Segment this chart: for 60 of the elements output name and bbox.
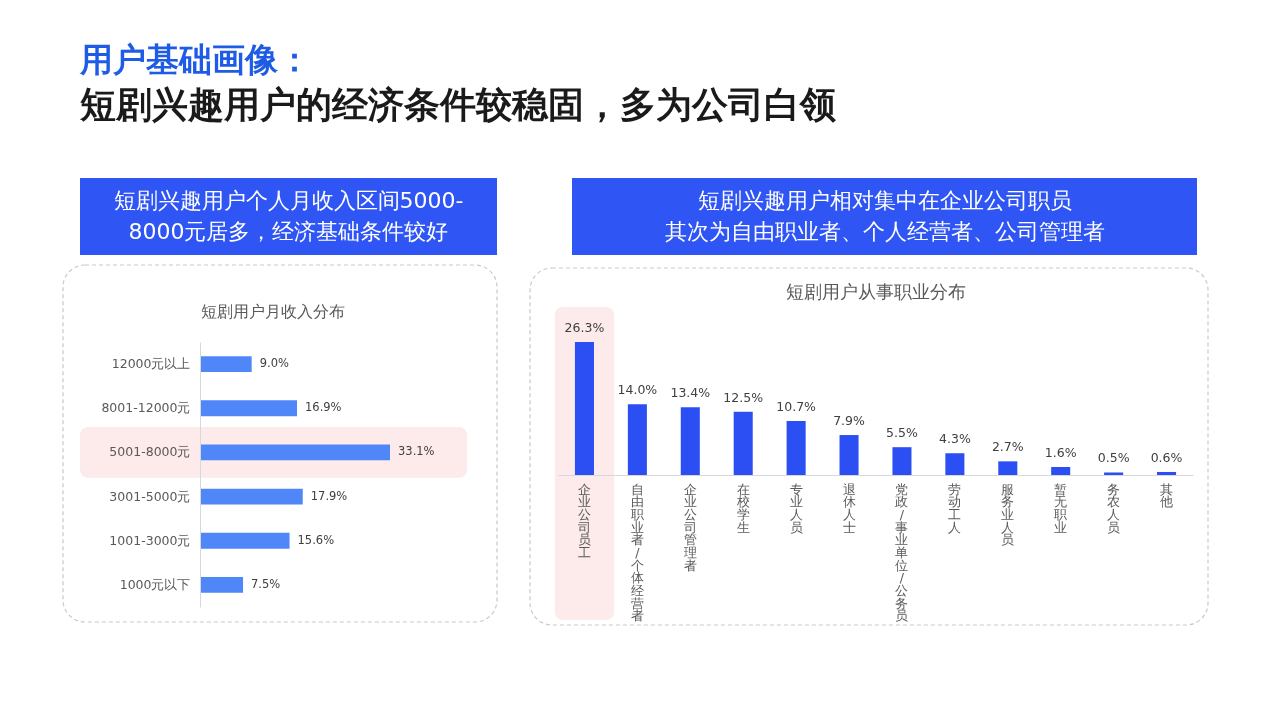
data-label: 26.3% — [564, 320, 605, 335]
x-tick-label: 务农人员 — [1107, 481, 1121, 535]
data-label: 1.6% — [1044, 444, 1077, 460]
data-label: 2.7% — [991, 439, 1024, 455]
x-tick-label: 企业公司管理者 — [683, 481, 697, 573]
bar — [839, 435, 859, 475]
chart-title: 短剧用户月收入分布 — [200, 302, 345, 321]
bar — [945, 453, 965, 475]
bar — [200, 356, 252, 373]
y-tick-label: 8001-12000元 — [101, 400, 191, 416]
bar — [680, 407, 700, 475]
x-tick-label: 在校学生 — [735, 481, 750, 535]
data-label: 13.4% — [670, 385, 711, 401]
text: 用户基础画像： — [79, 40, 311, 79]
bar — [200, 400, 298, 417]
bar — [200, 532, 290, 549]
x-tick-label: 其他 — [1160, 481, 1174, 510]
bar — [1157, 471, 1177, 475]
bar — [627, 404, 647, 475]
bar — [1051, 466, 1071, 475]
data-label: 12.5% — [723, 389, 764, 405]
x-tick-label: 退休人士 — [842, 481, 856, 535]
data-label: 0.5% — [1097, 450, 1130, 466]
x-tick-label: 暂无职业 — [1054, 481, 1068, 535]
chart-title: 短剧用户从事职业分布 — [785, 282, 966, 302]
y-tick-label: 1000元以下 — [119, 576, 191, 592]
category-label: 党政/事业单位/公务员 — [895, 481, 909, 624]
data-label: 16.9% — [305, 400, 342, 415]
category-label: 自由职业者/个体经营者 — [630, 481, 644, 624]
data-label: 17.9% — [310, 488, 348, 503]
x-tick-label: 服务业人员 — [1001, 481, 1015, 548]
bar — [733, 411, 753, 475]
x-tick-label: 专业人员 — [789, 481, 803, 535]
text: 短剧兴趣用户相对集中在企业公司职员其次为自由职业者、个人经营者、公司管理者 — [664, 188, 1105, 244]
data-label: 33.1% — [398, 444, 435, 459]
data-label: 14.0% — [617, 382, 658, 398]
bar — [200, 576, 244, 593]
bar — [574, 342, 594, 475]
bar — [892, 447, 912, 475]
data-label: 7.5% — [251, 576, 281, 591]
y-tick-label: 1001-3000元 — [109, 532, 191, 548]
data-label: 15.6% — [297, 532, 335, 547]
x-tick-label: 企业公司员工 — [577, 481, 591, 560]
y-tick-label: 12000元以上 — [111, 356, 191, 372]
bar — [998, 461, 1018, 475]
x-tick-label: 劳动工人 — [948, 481, 962, 535]
text: 短剧兴趣用户个人月收入区间5000-8000元居多，经济基础条件较好 — [113, 188, 464, 244]
bar — [786, 420, 806, 475]
y-tick-label: 5001-8000元 — [109, 444, 191, 460]
text: 短剧兴趣用户的经济条件较稳固，多为公司白领 — [79, 84, 836, 125]
data-label: 5.5% — [886, 425, 918, 441]
data-label: 7.9% — [833, 413, 866, 429]
y-tick-label: 3001-5000元 — [109, 488, 191, 504]
bar — [1104, 472, 1124, 475]
data-label: 0.6% — [1150, 449, 1183, 465]
data-label: 9.0% — [259, 356, 289, 371]
data-label: 10.7% — [776, 398, 817, 414]
bar — [200, 488, 303, 505]
data-label: 4.3% — [938, 431, 971, 447]
bar — [200, 444, 390, 461]
